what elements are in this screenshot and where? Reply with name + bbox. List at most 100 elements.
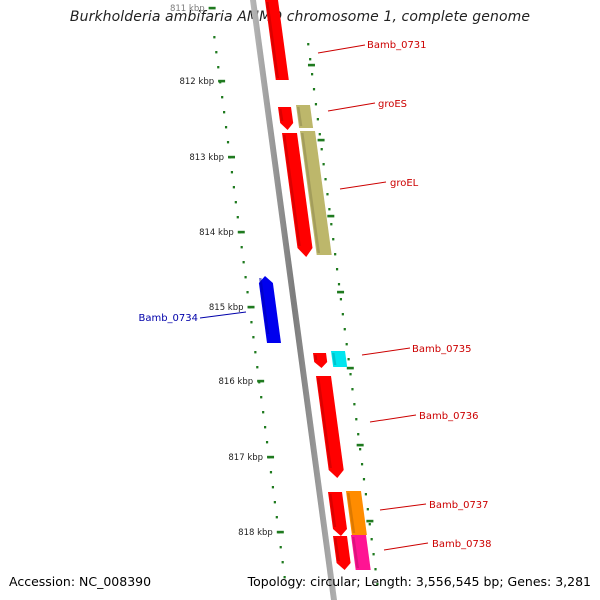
major-tick: [208, 6, 216, 10]
minor-tick: [334, 253, 337, 256]
major-tick: [228, 155, 236, 159]
minor-tick: [362, 478, 366, 481]
major-tick: [247, 305, 255, 309]
minor-tick: [262, 411, 265, 414]
gene-Bamb_0735-leader-line: [361, 347, 411, 356]
minor-tick: [351, 388, 354, 391]
minor-tick: [335, 268, 339, 271]
minor-tick: [330, 223, 333, 226]
label-layer: Bamb_0731 groES groEL Bamb_0734 Bamb_0735 Bam…: [138, 40, 492, 551]
gene-Bamb_0731-shading: [266, 2, 279, 78]
minor-tick: [372, 553, 375, 556]
minor-tick: [360, 463, 364, 466]
gene-Bamb_0736-shading: [317, 378, 332, 468]
minor-tick: [252, 336, 255, 339]
minor-tick: [337, 283, 341, 286]
minor-tick: [324, 178, 327, 181]
gene-Bamb_0738-leader-line: [383, 542, 429, 551]
minor-tick: [275, 516, 278, 519]
tick-label: 818 kbp: [238, 528, 273, 538]
genome-summary-text: Topology: circular; Length: 3,556,545 bp…: [247, 574, 591, 589]
minor-tick: [370, 538, 373, 541]
minor-tick: [224, 126, 228, 129]
gene-Bamb_0731-leader-line: [317, 44, 366, 54]
gene-Bamb_0731-label[interactable]: Bamb_0731: [367, 40, 427, 51]
minor-tick: [364, 493, 368, 496]
major-tick: [366, 519, 374, 523]
gene-groES-shading: [279, 109, 284, 121]
minor-tick: [314, 103, 318, 106]
tick-label: 816 kbp: [219, 377, 254, 387]
major-tick: [317, 138, 325, 142]
minor-tick: [353, 403, 356, 406]
gene-Bamb_0736-label[interactable]: Bamb_0736: [419, 411, 479, 422]
minor-tick: [234, 201, 237, 204]
minor-tick: [307, 43, 310, 46]
minor-tick: [318, 133, 321, 136]
minor-tick: [260, 396, 263, 399]
gene-Bamb_0738-label[interactable]: Bamb_0738: [432, 539, 492, 550]
major-tick: [337, 290, 345, 294]
minor-tick: [246, 291, 249, 294]
minor-tick: [256, 366, 259, 369]
tick-label: 815 kbp: [209, 303, 244, 313]
gene-Bamb_0737-match-shading: [347, 493, 356, 533]
gene-Bamb_0734-arrow[interactable]: [258, 276, 281, 343]
gene-Bamb_0737-label[interactable]: Bamb_0737: [429, 500, 489, 511]
major-tick: [257, 379, 265, 383]
minor-tick: [230, 171, 234, 174]
minor-tick: [265, 441, 269, 444]
gene-Bamb_0737-leader-line: [379, 503, 427, 511]
minor-tick: [242, 261, 245, 264]
minor-tick: [271, 486, 275, 489]
tick-label: 812 kbp: [179, 77, 214, 87]
gene-groES-label[interactable]: groES: [378, 99, 407, 110]
backbone-layer: [250, 0, 337, 600]
gene-Bamb_0738-shading: [334, 538, 340, 561]
major-tick: [218, 79, 226, 83]
minor-tick: [244, 276, 247, 279]
gene-groEL-arrow[interactable]: [282, 133, 313, 257]
minor-tick: [328, 208, 331, 211]
minor-tick: [349, 373, 352, 376]
minor-tick: [273, 501, 276, 504]
accession-text: Accession: NC_008390: [9, 574, 152, 589]
tick-label: 817 kbp: [228, 453, 263, 463]
minor-tick: [250, 321, 253, 324]
gene-groEL-shading: [283, 135, 301, 246]
minor-tick: [341, 313, 344, 316]
minor-tick: [312, 88, 316, 91]
minor-tick: [368, 523, 371, 526]
gene-groEL-label[interactable]: groEL: [390, 178, 419, 189]
minor-tick: [215, 51, 218, 54]
minor-tick: [310, 73, 314, 76]
minor-tick: [320, 148, 323, 151]
minor-tick: [326, 193, 329, 196]
tick-label: 814 kbp: [199, 228, 234, 238]
gene-Bamb_0737-match-arrow[interactable]: [346, 491, 367, 535]
gene-groES-match-shading: [297, 107, 303, 126]
major-tick: [356, 443, 364, 447]
minor-tick: [357, 433, 360, 436]
gene-Bamb_0736-arrow[interactable]: [316, 376, 344, 478]
gene-Bamb_0734-leader-line: [199, 311, 247, 319]
minor-tick: [281, 561, 284, 564]
minor-tick: [343, 328, 346, 331]
map-title: Burkholderia ambifaria AMMD chromosome 1…: [69, 9, 531, 25]
minor-tick: [322, 163, 325, 166]
chromosome-backbone: [250, 0, 337, 600]
major-tick: [276, 530, 284, 534]
minor-tick: [283, 576, 286, 579]
gene-groEL-match-arrow[interactable]: [300, 131, 332, 255]
major-tick: [307, 63, 315, 67]
gene-Bamb_0735-label[interactable]: Bamb_0735: [412, 344, 472, 355]
minor-tick: [309, 58, 312, 61]
gene-Bamb_0734-label[interactable]: Bamb_0734: [138, 313, 198, 324]
major-tick: [267, 455, 275, 459]
minor-tick: [232, 186, 235, 189]
minor-tick: [269, 471, 273, 474]
gene-groEL-leader-line: [339, 181, 387, 190]
gene-Bamb_0737-shading: [329, 494, 337, 527]
